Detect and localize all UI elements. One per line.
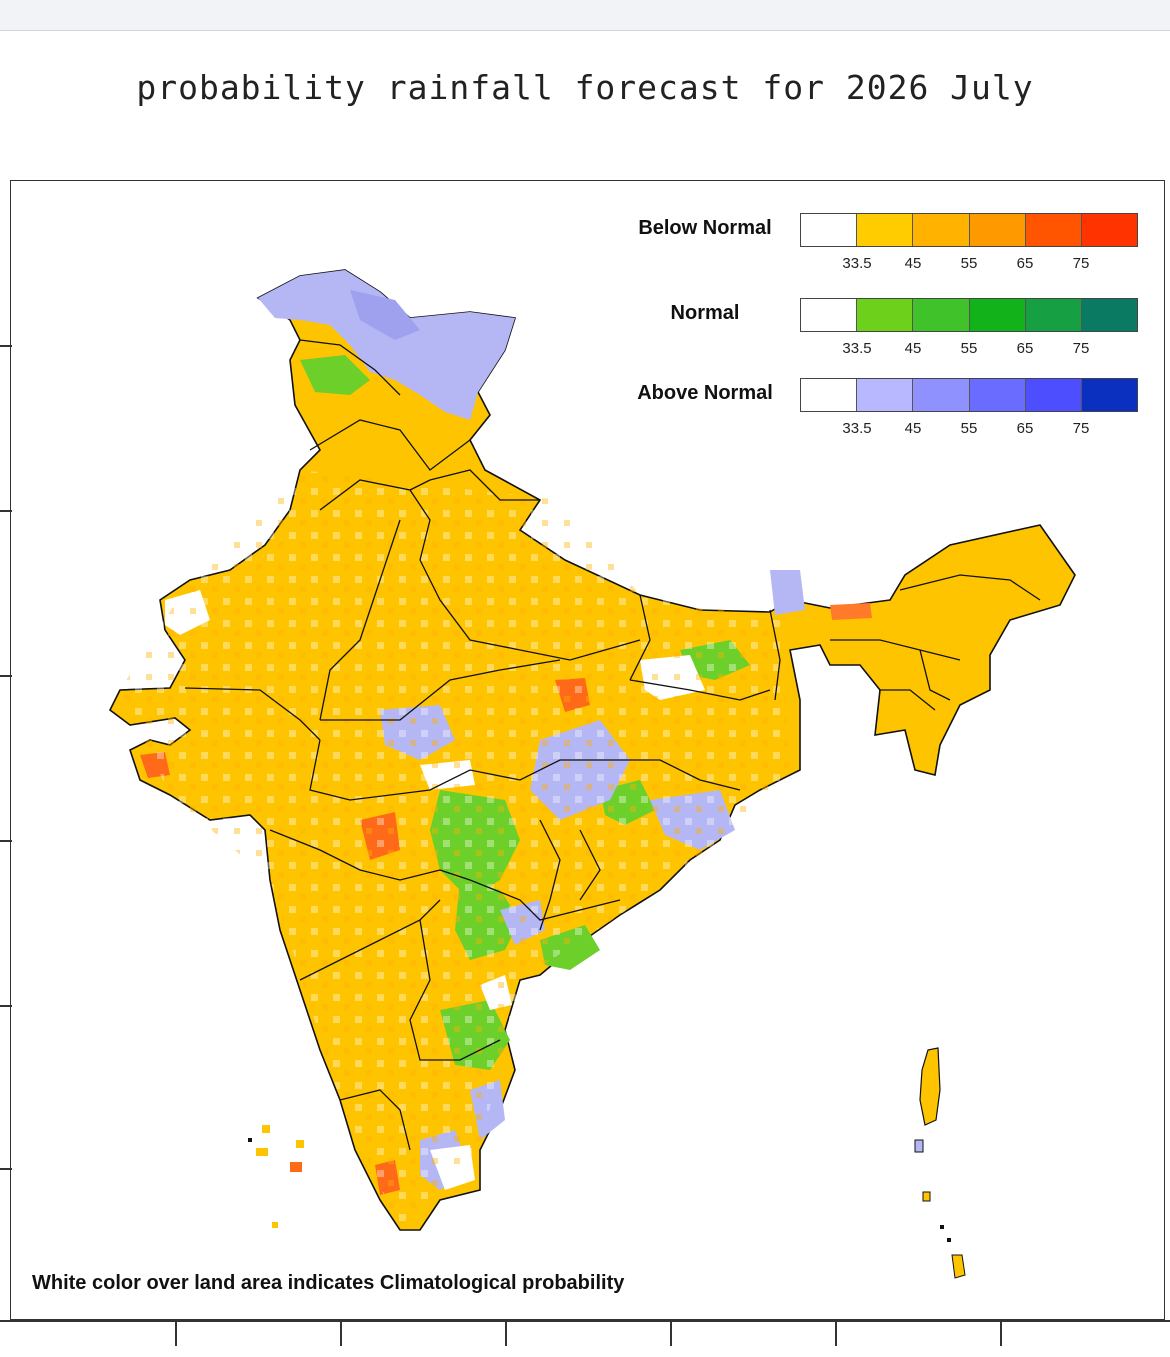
- bottom-axis-tick: [670, 1320, 672, 1346]
- left-axis-tick: [0, 510, 12, 512]
- above-patch: [770, 570, 805, 615]
- north-above-dark: [350, 290, 420, 340]
- legend-label: Normal: [670, 302, 740, 324]
- andaman-nicobar-islands: [914, 1047, 966, 1279]
- hot-spot: [830, 603, 872, 620]
- legend-tick: 65: [1016, 340, 1034, 357]
- legend-swatch: [969, 214, 1026, 246]
- legend-normal: Normal 33.5 45 55 65 75: [620, 298, 1160, 368]
- legend-label: Above Normal: [637, 382, 773, 404]
- legend-swatch: [857, 299, 914, 331]
- state-boundaries: [184, 339, 1041, 1151]
- bottom-axis-line: [0, 1320, 1170, 1322]
- legend-tick: 45: [904, 340, 922, 357]
- legend-tick: 65: [1016, 255, 1034, 272]
- legend-swatch: [1025, 214, 1082, 246]
- legend-below-normal: Below Normal 33.5 45 55 65 75: [620, 213, 1160, 283]
- legend-colorbar: [800, 378, 1138, 412]
- bottom-axis-tick: [340, 1320, 342, 1346]
- left-axis-tick: [0, 675, 12, 677]
- legend-above-normal: Above Normal 33.5 45 55 65 75: [620, 378, 1160, 448]
- legend-swatch: [857, 379, 914, 411]
- lakshadweep-islands: [248, 1125, 304, 1228]
- legend-swatch: [1081, 299, 1138, 331]
- legend-tick: 55: [960, 255, 978, 272]
- left-axis-tick: [0, 1005, 12, 1007]
- legend-tick: 45: [904, 420, 922, 437]
- legend-tick: 55: [960, 420, 978, 437]
- legend-swatch: [1025, 299, 1082, 331]
- bottom-axis-tick: [835, 1320, 837, 1346]
- legend-swatch: [913, 214, 970, 246]
- legend-label: Below Normal: [638, 217, 772, 239]
- bottom-axis-tick: [175, 1320, 177, 1346]
- legend-colorbar: [800, 298, 1138, 332]
- map-frame: [10, 180, 1165, 1320]
- legend-tick: 55: [960, 340, 978, 357]
- top-toolbar: [0, 0, 1170, 31]
- left-axis-tick: [0, 345, 12, 347]
- legend-tick: 65: [1016, 420, 1034, 437]
- normal-patch: [300, 355, 370, 395]
- bottom-axis-tick: [505, 1320, 507, 1346]
- legend-swatch: [1081, 214, 1138, 246]
- legend-swatch: [801, 214, 858, 246]
- legend-swatch: [1025, 379, 1082, 411]
- legend-tick: 45: [904, 255, 922, 272]
- left-axis-tick: [0, 1168, 12, 1170]
- legend-tick: 33.5: [842, 340, 872, 357]
- legend-tick: 75: [1072, 420, 1090, 437]
- speckle-texture: [120, 470, 790, 1230]
- legend-colorbar: [800, 213, 1138, 247]
- climatology-note: White color over land area indicates Cli…: [32, 1272, 625, 1294]
- legend-tick: 33.5: [842, 420, 872, 437]
- legend-tick: 75: [1072, 255, 1090, 272]
- legend-swatch: [801, 299, 858, 331]
- legend-tick: 75: [1072, 340, 1090, 357]
- legend-swatch: [969, 299, 1026, 331]
- left-axis-tick: [0, 840, 12, 842]
- legend-swatch: [913, 299, 970, 331]
- legend-swatch: [913, 379, 970, 411]
- legend-swatch: [969, 379, 1026, 411]
- legend-tick: 33.5: [842, 255, 872, 272]
- map-title: probability rainfall forecast for 2026 J…: [136, 68, 1034, 107]
- legend-swatch: [801, 379, 858, 411]
- legend-swatch: [1081, 379, 1138, 411]
- north-above-normal: [258, 270, 515, 420]
- bottom-axis-tick: [1000, 1320, 1002, 1346]
- legend-swatch: [857, 214, 914, 246]
